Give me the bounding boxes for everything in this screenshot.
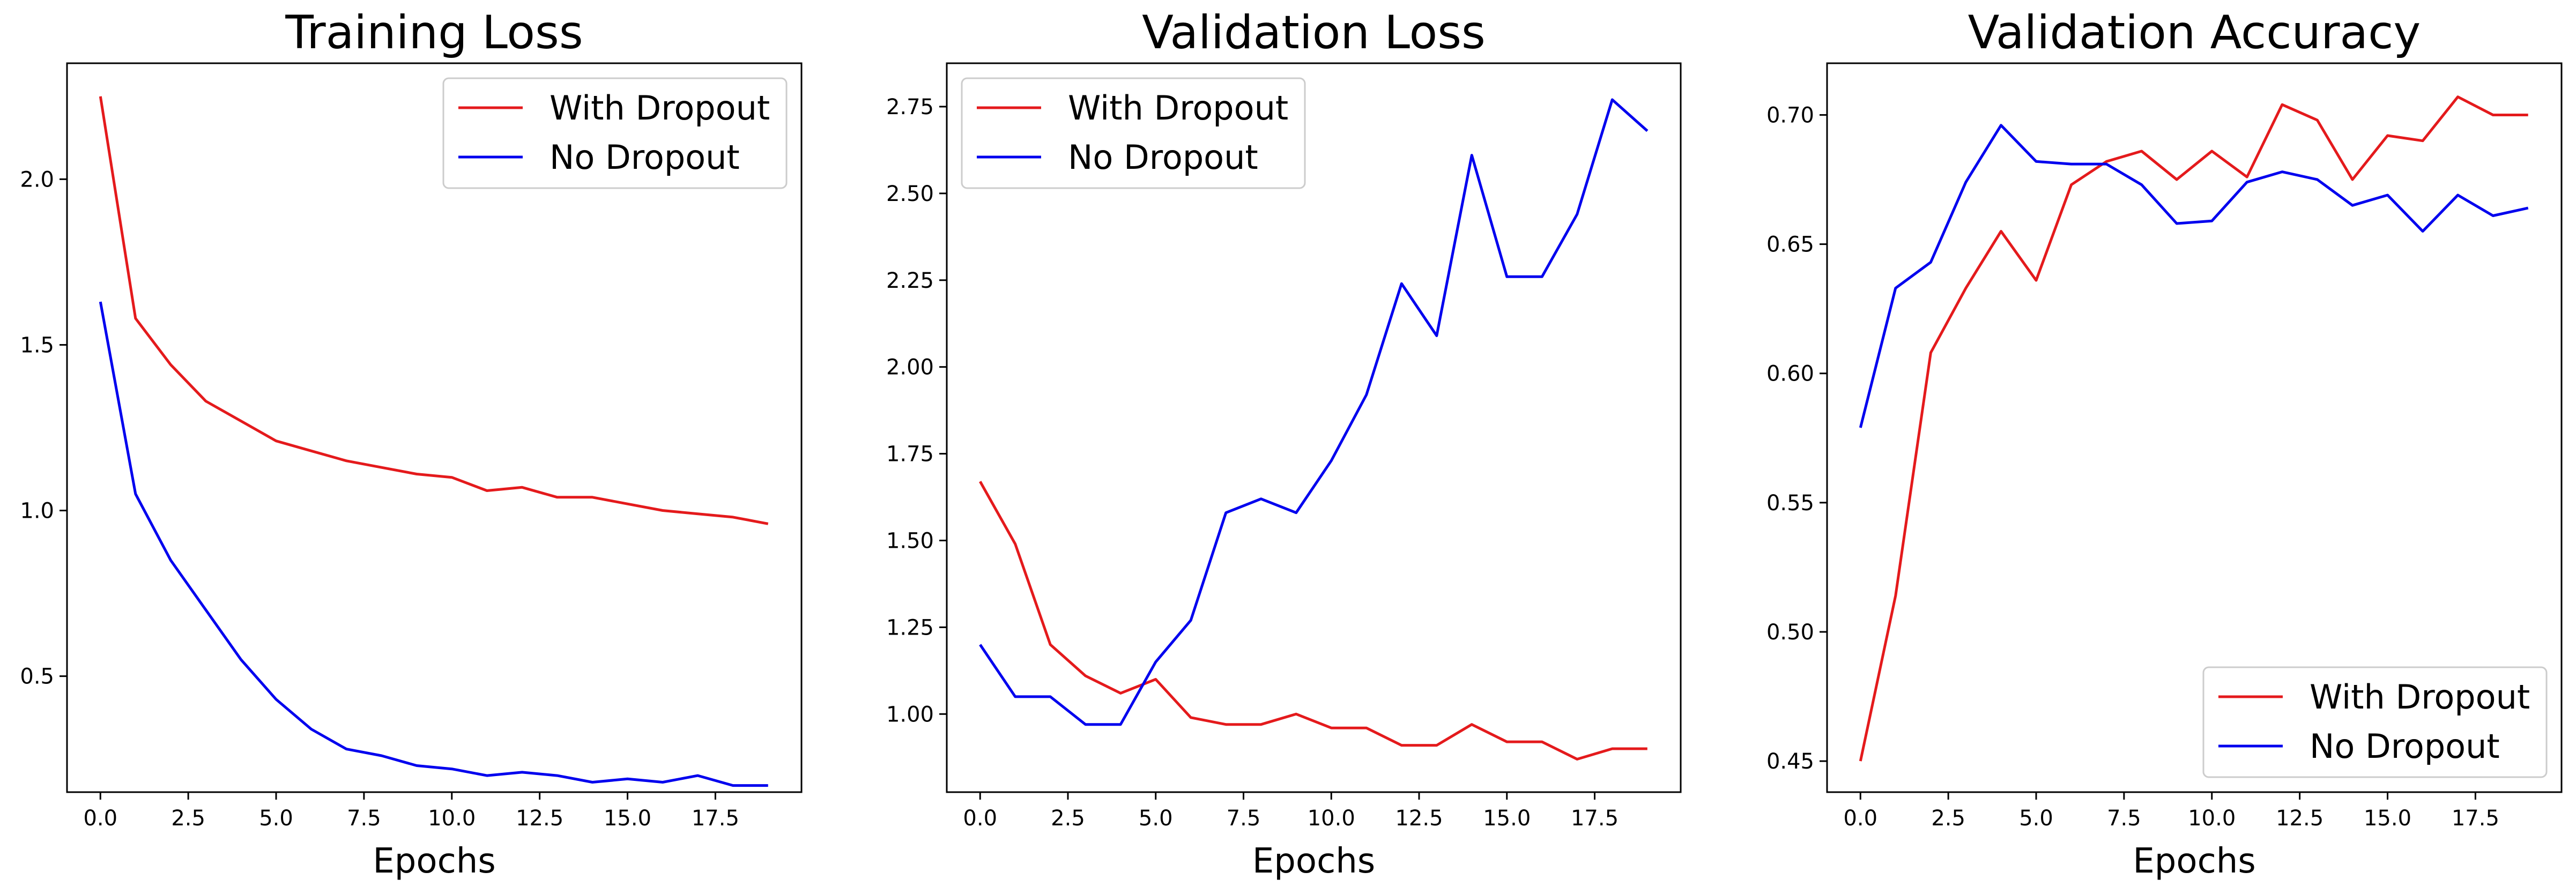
x-tick-label: 10.0 [428, 806, 476, 831]
y-tick-label: 0.45 [1766, 749, 1814, 774]
y-tick-label: 2.00 [886, 355, 934, 380]
legend-label: No Dropout [1068, 138, 1258, 177]
x-tick-label: 17.5 [2452, 806, 2499, 831]
legend-label: No Dropout [2310, 727, 2500, 766]
legend-box [442, 77, 788, 189]
legend-box [961, 77, 1306, 189]
x-tick-label: 15.0 [2364, 806, 2411, 831]
x-tick-label: 12.5 [1395, 806, 1443, 831]
x-tick-label: 10.0 [2188, 806, 2236, 831]
x-tick-label: 5.0 [2019, 806, 2053, 831]
x-tick-label: 5.0 [1139, 806, 1173, 831]
legend-label: With Dropout [550, 88, 770, 128]
chart-title: Validation Loss [1142, 6, 1486, 59]
legend: With Dropout No Dropout [961, 77, 1306, 189]
x-axis-label: Epochs [2133, 841, 2255, 881]
x-tick-label: 0.0 [83, 806, 117, 831]
chart-panel-3: Validation Accuracy Epochs 0.0 2.5 5.0 7.5 10.… [1766, 6, 2563, 881]
plot-frame [946, 62, 1682, 793]
y-tick-label: 0.5 [20, 665, 54, 689]
y-tick-label: 2.25 [886, 269, 934, 293]
x-tick-label: 17.5 [692, 806, 739, 831]
series-line-no-dropout [979, 98, 1649, 726]
y-tick-label: 2.50 [886, 182, 934, 206]
plot-frame [1826, 62, 2563, 793]
chart-title: Training Loss [285, 6, 583, 59]
legend-label: With Dropout [2310, 677, 2530, 717]
chart-panel-2: Validation Loss Epochs 0.0 2.5 5.0 7.5 10.0 12.… [886, 6, 1682, 881]
legend: With Dropout No Dropout [2202, 666, 2548, 778]
chart-panel-1: Training Loss Epochs 0.0 2.5 5.0 7.5 10.0 12.5 1… [20, 6, 803, 881]
y-tick-label: 0.65 [1766, 233, 1814, 257]
y-tick-label: 2.0 [20, 167, 54, 192]
x-tick-label: 15.0 [1483, 806, 1531, 831]
series-line-no-dropout [1859, 124, 2529, 428]
chart-title: Validation Accuracy [1968, 6, 2421, 59]
x-tick-label: 0.0 [963, 806, 997, 831]
y-tick-label: 0.50 [1766, 620, 1814, 645]
y-tick-label: 1.50 [886, 528, 934, 553]
x-axis-label: Epochs [373, 841, 495, 881]
x-tick-label: 7.5 [347, 806, 381, 831]
y-tick-label: 1.00 [886, 702, 934, 727]
y-tick-label: 0.55 [1766, 491, 1814, 516]
y-tick-label: 0.60 [1766, 362, 1814, 386]
plot-frame [66, 62, 803, 793]
y-tick-label: 1.0 [20, 499, 54, 524]
legend-label: With Dropout [1068, 88, 1288, 128]
legend: With Dropout No Dropout [442, 77, 788, 189]
series-line-with-dropout [99, 96, 769, 525]
legend-label: No Dropout [550, 138, 740, 177]
x-tick-label: 2.5 [1931, 806, 1965, 831]
y-tick-label: 1.75 [886, 442, 934, 467]
series-line-with-dropout [1859, 95, 2528, 762]
x-tick-label: 5.0 [259, 806, 293, 831]
y-tick-label: 1.25 [886, 615, 934, 640]
y-tick-label: 1.5 [20, 333, 54, 357]
series-line-with-dropout [979, 481, 1647, 761]
x-tick-label: 7.5 [1227, 806, 1261, 831]
x-tick-label: 17.5 [1571, 806, 1619, 831]
y-tick-label: 2.75 [886, 95, 934, 120]
x-tick-label: 15.0 [604, 806, 651, 831]
x-tick-label: 2.5 [171, 806, 205, 831]
x-tick-label: 10.0 [1308, 806, 1355, 831]
x-tick-label: 12.5 [516, 806, 563, 831]
y-tick-label: 0.70 [1766, 103, 1814, 128]
x-tick-label: 2.5 [1051, 806, 1085, 831]
legend-box [2202, 666, 2548, 778]
x-tick-label: 0.0 [1843, 806, 1877, 831]
series-line-no-dropout [99, 301, 768, 787]
x-tick-label: 7.5 [2107, 806, 2141, 831]
x-tick-label: 12.5 [2276, 806, 2323, 831]
x-axis-label: Epochs [1252, 841, 1375, 881]
